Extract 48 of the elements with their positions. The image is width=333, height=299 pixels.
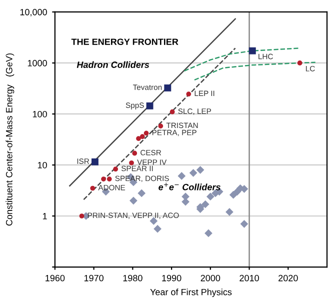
y-axis-title: Constituent Center-of-Mass Energy (GeV) [6,53,14,226]
x-tick-label: 1990 [162,274,182,282]
line-series [194,62,316,81]
annotation: Hadron Colliders [76,61,150,68]
point [196,166,204,174]
point [297,60,302,66]
point [129,160,134,166]
x-tick-label: 2020 [278,274,298,282]
point [164,84,172,92]
x-tick-label: 1960 [46,274,65,282]
point [130,196,138,205]
point [178,172,186,180]
x-tick-label: 1980 [123,274,142,282]
point [101,176,106,182]
point [248,47,256,54]
point [90,186,96,191]
point [158,124,164,128]
y-tick-label: 10,000 [20,8,47,16]
y-tick-label: 10 [38,162,47,168]
point [201,200,210,208]
point [226,208,234,216]
text: THE ENERGY FRONTIER [71,38,178,45]
point [113,166,118,172]
point [170,109,175,114]
y-tick-label: 1000 [28,60,47,66]
line-series [184,48,300,72]
annotation: e$^{+}$e$^{−}$ Colliders [158,182,220,190]
point [144,130,149,136]
x-tick-label: 2010 [240,274,259,282]
x-tick-label: 2000 [200,274,220,282]
x-axis-title: Year of First Physics [150,288,232,298]
point [186,92,192,96]
point [240,220,248,228]
point [140,134,145,140]
y-tick-label: 1 [42,213,47,220]
point [204,229,212,238]
point [189,168,198,177]
point [154,224,162,233]
point [106,176,112,182]
x-tick-label: 1970 [84,274,104,282]
y-tick-label: 100 [32,110,47,118]
point [138,189,146,198]
point [132,150,138,156]
point [136,136,141,141]
point [146,102,154,110]
point [79,214,84,218]
point [206,192,214,201]
point [92,158,98,166]
